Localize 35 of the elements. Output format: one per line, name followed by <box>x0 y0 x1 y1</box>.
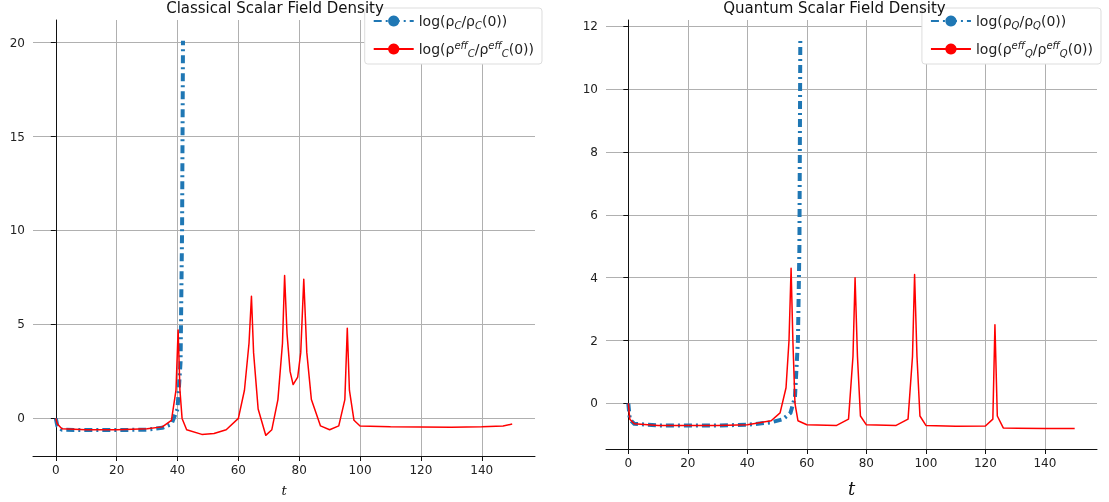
y-tick-label: 5 <box>17 317 25 332</box>
x-tick-label: 0 <box>52 463 60 477</box>
x-tick-label: 100 <box>914 456 938 470</box>
x-tick-label: 20 <box>680 456 696 470</box>
y-tick-label: 15 <box>9 129 25 144</box>
line-series <box>627 267 1076 430</box>
x-tick-label: 0 <box>624 456 633 470</box>
y-tick-label: 8 <box>590 145 598 159</box>
x-tick-label: 40 <box>169 463 186 477</box>
y-tick-label: 6 <box>590 207 598 222</box>
x-tick-label: 120 <box>973 456 997 470</box>
x-axis-title: t <box>281 483 288 498</box>
line-series <box>55 274 513 437</box>
y-tick-label: 0 <box>590 396 598 411</box>
x-tick-label: 20 <box>109 463 125 477</box>
x-axis-title: t <box>847 477 856 499</box>
chart-title: Classical Scalar Field Density <box>166 0 384 17</box>
x-tick-label: 140 <box>1033 456 1057 470</box>
y-tick-label: 12 <box>582 19 598 34</box>
y-tick-label: 10 <box>582 82 598 97</box>
x-tick-label: 120 <box>409 463 433 477</box>
y-tick-label: 2 <box>590 333 598 348</box>
x-tick-label: 80 <box>858 456 875 470</box>
y-tick-label: 0 <box>17 411 25 426</box>
x-tick-label: 100 <box>348 463 372 477</box>
x-tick-label: 60 <box>799 456 815 470</box>
x-tick-label: 60 <box>230 463 246 477</box>
x-tick-label: 80 <box>291 463 307 477</box>
x-tick-label: 40 <box>739 456 755 470</box>
x-tick-label: 140 <box>470 463 494 477</box>
y-tick-label: 20 <box>9 35 25 50</box>
y-tick-label: 4 <box>590 270 598 285</box>
line-series <box>53 38 185 433</box>
chart-title: Quantum Scalar Field Density <box>723 0 946 17</box>
y-tick-label: 10 <box>9 223 25 238</box>
